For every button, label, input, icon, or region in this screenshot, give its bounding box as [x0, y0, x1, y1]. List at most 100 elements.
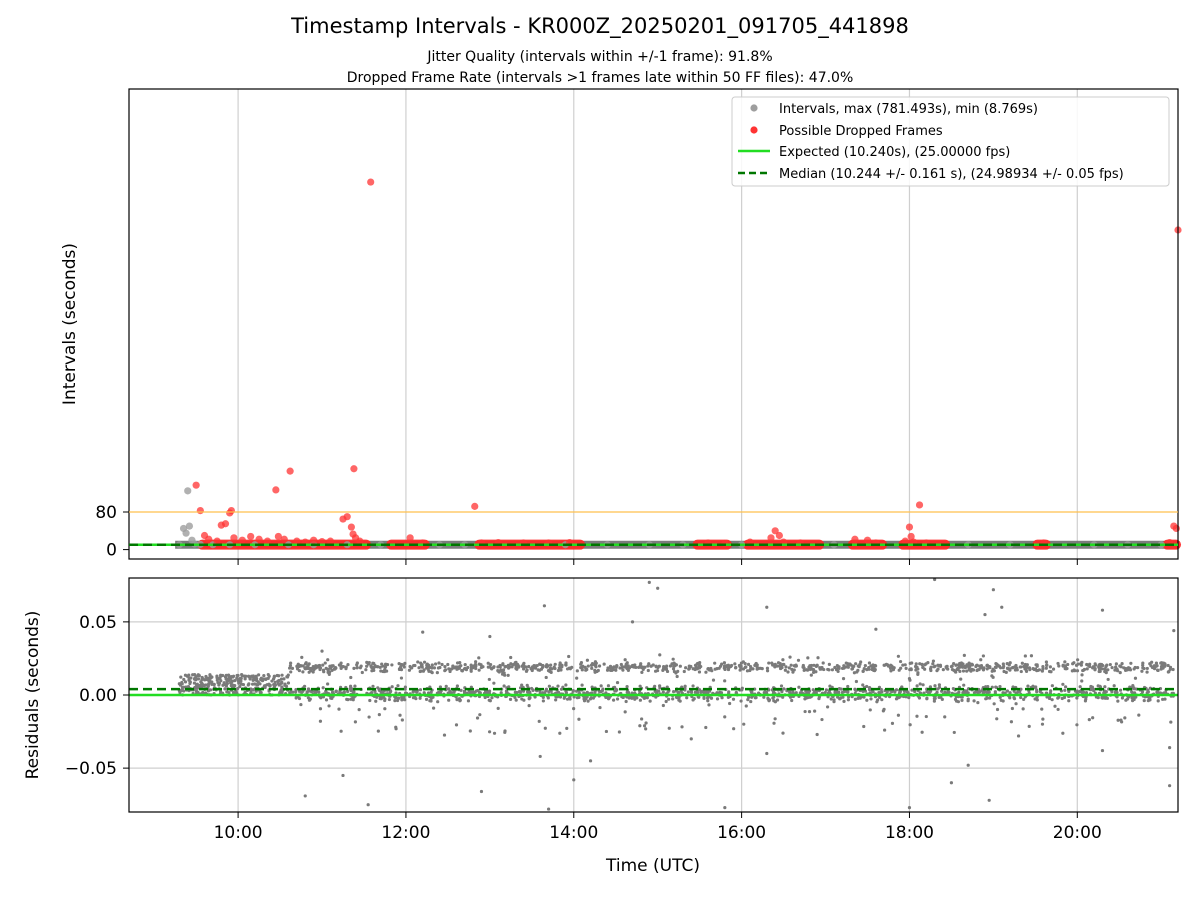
residual-point	[1041, 664, 1045, 669]
residual-outlier-point	[538, 754, 542, 759]
residual-point	[433, 662, 438, 666]
residual-outlier-point	[1000, 605, 1004, 609]
residual-point	[836, 666, 840, 670]
residual-point	[272, 683, 276, 687]
residual-point	[1147, 696, 1151, 700]
residual-point	[1034, 663, 1038, 667]
residual-point	[682, 669, 686, 674]
residual-point	[776, 661, 781, 665]
residual-point	[813, 709, 817, 713]
residual-point	[620, 665, 625, 669]
residual-point	[1062, 695, 1067, 700]
residual-point	[916, 671, 920, 675]
residual-point	[288, 664, 293, 668]
residual-point	[602, 662, 606, 666]
residual-point	[706, 699, 710, 703]
residual-point	[492, 665, 496, 669]
residual-point	[1120, 720, 1124, 724]
residual-point	[390, 685, 394, 689]
residual-point	[653, 684, 657, 688]
residual-point	[1166, 663, 1170, 668]
residual-point	[1093, 662, 1097, 666]
residual-outlier-point	[421, 630, 425, 634]
residual-point	[219, 673, 223, 677]
residual-point	[524, 669, 529, 673]
residual-point	[615, 697, 620, 701]
residual-point	[619, 662, 623, 667]
residual-point	[781, 695, 785, 699]
residual-point	[707, 703, 711, 707]
residual-point	[342, 690, 346, 694]
residual-point	[867, 687, 872, 692]
residual-point	[677, 698, 681, 702]
chart-subtitle-jitter: Jitter Quality (intervals within +/-1 fr…	[427, 49, 773, 65]
residual-point	[208, 673, 212, 677]
residual-point	[401, 663, 406, 667]
residual-point	[773, 717, 777, 721]
residual-point	[582, 699, 587, 703]
residual-point	[565, 697, 570, 701]
residual-point	[766, 696, 770, 700]
residual-point	[379, 697, 383, 701]
residual-point	[1148, 662, 1152, 666]
residual-point	[524, 665, 528, 669]
residual-point	[1048, 665, 1052, 669]
residual-point	[288, 691, 292, 695]
residual-point	[321, 686, 325, 690]
residual-point	[502, 684, 506, 688]
residual-point	[1041, 717, 1045, 721]
dropped-frame-point	[901, 537, 909, 545]
residual-point	[640, 670, 644, 674]
residual-point	[760, 667, 764, 671]
residual-point	[280, 673, 284, 677]
residual-point	[975, 663, 979, 667]
residual-point	[513, 695, 517, 699]
residual-point	[194, 686, 198, 690]
residual-point	[783, 668, 787, 672]
residual-point	[960, 695, 964, 699]
residual-point	[390, 663, 394, 667]
residual-point	[693, 667, 697, 672]
residual-point	[1014, 702, 1018, 706]
residuals-y-ticks: −0.05 0.00 0.05	[65, 613, 129, 779]
residual-point	[953, 697, 958, 701]
residual-point	[400, 695, 404, 699]
dropped-frame-point	[343, 513, 351, 521]
residual-point	[177, 682, 181, 686]
residual-point	[1019, 665, 1023, 669]
intervals-y-tick-label: 0	[106, 541, 117, 561]
residual-point	[1153, 666, 1157, 670]
residual-point	[422, 668, 426, 672]
residual-point	[879, 687, 883, 692]
residual-point	[1100, 667, 1104, 671]
residual-point	[704, 670, 708, 674]
residual-point	[444, 684, 448, 688]
residual-point	[1093, 666, 1097, 671]
residual-point	[749, 667, 753, 671]
residual-point	[1051, 667, 1056, 671]
residual-outlier-point	[983, 612, 987, 617]
residual-point	[687, 664, 691, 668]
residual-point	[246, 674, 251, 678]
residual-outlier-point	[630, 620, 635, 624]
residual-point	[1001, 666, 1005, 670]
residual-point	[842, 699, 846, 703]
residual-point	[946, 691, 950, 695]
legend-label-dropped: Possible Dropped Frames	[779, 124, 943, 139]
residual-point	[837, 687, 842, 691]
residual-point	[334, 666, 338, 670]
residual-point	[469, 667, 473, 672]
residual-point	[277, 674, 281, 678]
residual-point	[509, 655, 513, 660]
residual-point	[876, 698, 880, 702]
residual-point	[744, 665, 748, 669]
residual-point	[277, 678, 281, 683]
residual-point	[933, 696, 937, 700]
residual-point	[703, 691, 708, 695]
residual-point	[372, 665, 376, 670]
residual-outlier-point	[1168, 746, 1172, 750]
residual-point	[579, 665, 583, 670]
residual-point	[918, 662, 922, 666]
residual-point	[1063, 688, 1067, 692]
residual-point	[515, 667, 519, 671]
